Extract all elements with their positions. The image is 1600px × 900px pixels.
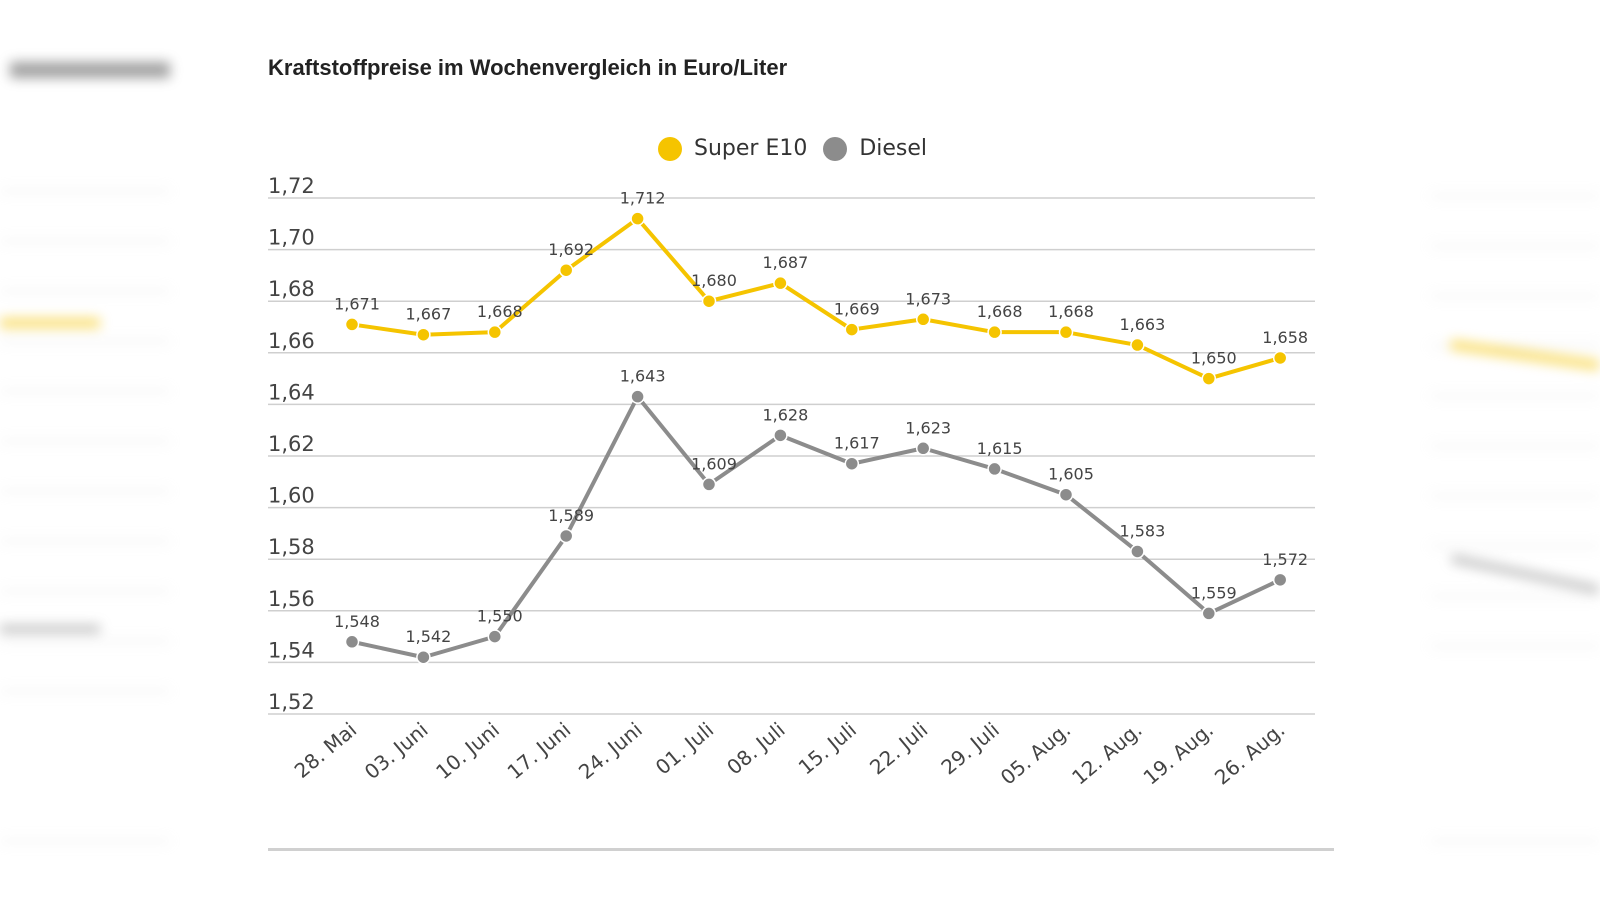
y-tick-label: 1,58 <box>268 535 315 559</box>
y-tick-label: 1,60 <box>268 484 315 508</box>
chart-title: Kraftstoffpreise im Wochenvergleich in E… <box>268 55 788 80</box>
y-tick-label: 1,56 <box>268 587 315 611</box>
legend-label-super-e10: Super E10 <box>694 136 808 161</box>
x-tick-label: 24. Juni <box>574 717 647 784</box>
x-tick-label: 22. Juli <box>865 717 932 779</box>
data-label: 1,559 <box>1191 583 1237 602</box>
data-label: 1,583 <box>1119 521 1165 540</box>
data-point <box>915 441 931 456</box>
bottom-divider <box>268 848 1334 851</box>
y-tick-label: 1,66 <box>268 329 315 353</box>
data-label: 1,667 <box>405 305 451 324</box>
data-label: 1,572 <box>1262 550 1308 569</box>
data-label: 1,687 <box>762 253 808 272</box>
series-line <box>351 394 1282 660</box>
data-label: 1,623 <box>905 418 951 437</box>
data-point <box>1130 337 1145 353</box>
x-tick-label: 03. Juni <box>360 717 433 784</box>
data-point <box>630 389 645 404</box>
data-point <box>487 324 503 340</box>
x-tick-label: 26. Aug. <box>1210 717 1289 789</box>
data-point <box>987 324 1002 340</box>
data-label: 1,615 <box>977 439 1023 458</box>
blurred-right-panel <box>1420 0 1600 900</box>
legend-swatch-diesel <box>823 136 848 161</box>
y-tick-label: 1,68 <box>268 277 315 301</box>
data-point <box>416 649 431 665</box>
y-tick-label: 1,64 <box>268 380 315 404</box>
data-label: 1,671 <box>334 294 380 313</box>
x-tick-label: 12. Aug. <box>1067 717 1146 789</box>
data-label: 1,609 <box>691 454 737 473</box>
data-point <box>1272 572 1288 588</box>
data-label: 1,542 <box>405 627 451 646</box>
data-point <box>558 262 574 278</box>
x-tick-label: 15. Juli <box>794 717 861 779</box>
data-point <box>487 629 503 644</box>
data-point <box>1201 371 1217 386</box>
data-label: 1,692 <box>548 240 594 259</box>
x-tick-label: 05. Aug. <box>996 717 1075 789</box>
data-label: 1,673 <box>905 289 951 308</box>
data-point <box>773 428 788 443</box>
data-point <box>630 211 645 226</box>
data-label: 1,605 <box>1048 465 1094 484</box>
data-label: 1,628 <box>762 405 808 424</box>
data-point <box>915 312 931 327</box>
legend-swatch-super-e10 <box>658 136 682 161</box>
data-point <box>1058 324 1074 340</box>
data-label: 1,658 <box>1262 328 1308 347</box>
x-tick-label: 08. Juli <box>722 717 789 779</box>
x-tick-label: 29. Juli <box>936 717 1003 779</box>
data-point <box>344 317 360 332</box>
x-tick-label: 19. Aug. <box>1139 717 1218 789</box>
data-label: 1,643 <box>620 367 666 386</box>
data-point <box>416 327 431 342</box>
data-label: 1,650 <box>1191 349 1237 368</box>
data-label: 1,668 <box>977 302 1023 321</box>
y-tick-label: 1,52 <box>268 690 315 714</box>
chart-legend: Super E10 Diesel <box>658 136 927 161</box>
data-point <box>1058 487 1074 502</box>
legend-item-diesel: Diesel <box>823 136 927 161</box>
data-point <box>987 461 1002 477</box>
data-point <box>1201 606 1217 621</box>
data-label: 1,589 <box>548 506 594 525</box>
x-tick-label: 01. Juli <box>651 717 718 779</box>
data-point <box>701 477 717 492</box>
data-label: 1,680 <box>691 271 737 290</box>
data-label: 1,617 <box>834 434 880 453</box>
x-tick-label: 28. Mai <box>290 717 362 782</box>
data-label: 1,663 <box>1119 315 1165 334</box>
y-tick-label: 1,70 <box>268 226 315 250</box>
data-label: 1,550 <box>477 607 523 626</box>
legend-label-diesel: Diesel <box>859 136 928 161</box>
x-tick-label: 17. Juni <box>503 717 576 784</box>
data-label: 1,668 <box>1048 302 1094 321</box>
data-point <box>558 528 574 544</box>
data-label: 1,668 <box>477 302 523 321</box>
x-tick-label: 10. Juni <box>431 717 504 784</box>
data-point <box>844 456 860 471</box>
y-tick-label: 1,54 <box>268 638 315 662</box>
data-point <box>1272 350 1288 366</box>
data-label: 1,548 <box>334 612 380 631</box>
data-point <box>701 293 717 309</box>
blurred-left-panel <box>0 0 190 900</box>
data-label: 1,712 <box>620 189 666 208</box>
data-point <box>773 275 788 291</box>
series-line <box>351 216 1281 381</box>
data-point <box>1130 544 1145 559</box>
y-tick-label: 1,62 <box>268 432 315 456</box>
legend-item-super-e10: Super E10 <box>658 136 807 161</box>
data-label: 1,669 <box>834 300 880 319</box>
data-point <box>344 634 360 650</box>
data-point <box>844 322 860 337</box>
y-tick-label: 1,72 <box>268 174 315 198</box>
